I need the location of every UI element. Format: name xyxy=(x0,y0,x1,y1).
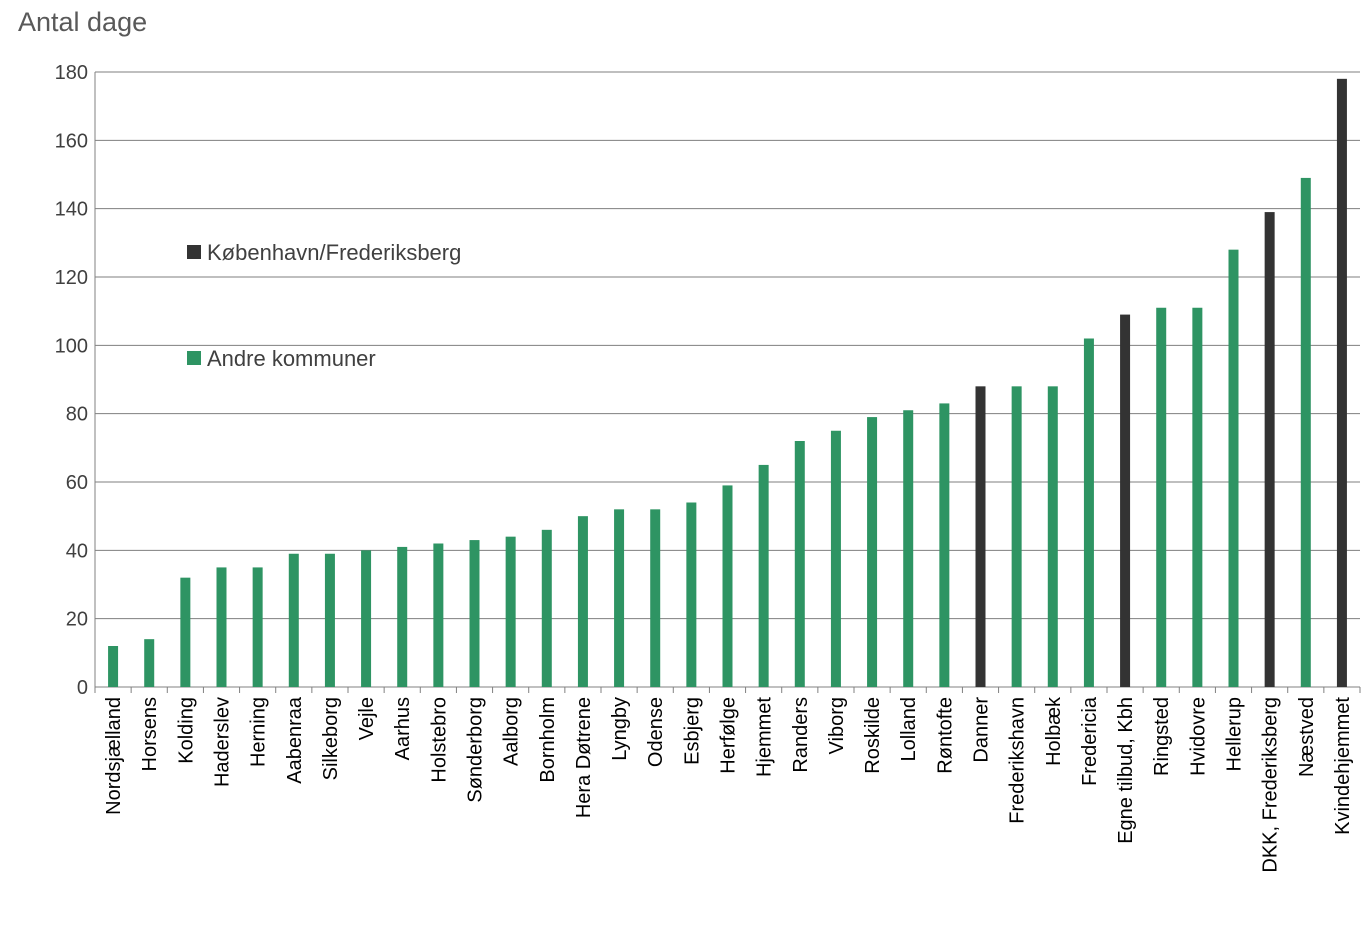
legend-label: Andre kommuner xyxy=(207,346,376,371)
x-tick-label: Holstebro xyxy=(428,697,450,783)
bar xyxy=(722,485,733,687)
x-tick-label: Herning xyxy=(248,697,270,767)
x-tick-label: Herfølge xyxy=(718,697,740,774)
y-tick-label: 20 xyxy=(66,609,88,631)
bar xyxy=(216,567,227,687)
legend: København/Frederiksberg Andre kommuner xyxy=(187,240,461,371)
x-tick-label: Fredericia xyxy=(1079,696,1101,786)
x-tick-label: Viborg xyxy=(826,697,848,754)
y-tick-label: 180 xyxy=(55,62,88,84)
y-tick-label: 140 xyxy=(55,199,88,221)
x-axis-ticks: Nordsjælland Horsens Kolding Haderslev Herni… xyxy=(103,696,1354,873)
bar xyxy=(397,546,408,687)
bar xyxy=(1083,338,1094,687)
y-tick-label: 160 xyxy=(55,130,88,152)
x-tick-label: Hellerup xyxy=(1224,697,1246,771)
x-tick-label: Kolding xyxy=(175,697,197,764)
x-tick-label: Esbjerg xyxy=(681,697,703,765)
y-tick-label: 100 xyxy=(55,335,88,357)
legend-label: København/Frederiksberg xyxy=(207,240,461,265)
bar xyxy=(758,464,769,687)
bar xyxy=(939,403,950,687)
x-tick-label: Horsens xyxy=(139,697,161,771)
y-tick-label: 60 xyxy=(66,472,88,494)
x-tick-label: DKK, Frederiksberg xyxy=(1260,697,1282,873)
bar xyxy=(541,529,552,687)
bar xyxy=(1228,249,1239,687)
x-tick-label: Hvidovre xyxy=(1187,697,1209,776)
y-axis-title: Antal dage xyxy=(18,7,148,37)
y-tick-label: 80 xyxy=(66,404,88,426)
x-tick-label: Hjemmet xyxy=(754,697,776,777)
y-axis-ticks: 0 20 40 60 80 100 120 140 160 180 xyxy=(55,62,88,699)
bar xyxy=(180,577,191,687)
x-tick-label: Bornholm xyxy=(537,697,559,783)
x-tick-label: Aalborg xyxy=(501,697,523,766)
bar xyxy=(903,410,914,687)
bar xyxy=(975,386,986,687)
legend-swatch xyxy=(187,245,201,259)
bar xyxy=(830,430,841,687)
x-tick-label: Hera Døtrene xyxy=(573,697,595,818)
bar xyxy=(1047,386,1058,687)
bar xyxy=(505,536,516,687)
x-tick-label: Næstved xyxy=(1296,697,1318,777)
x-tick-label: Randers xyxy=(790,697,812,773)
x-tick-label: Haderslev xyxy=(212,697,234,787)
y-tick-label: 40 xyxy=(66,540,88,562)
x-tick-label: Vejle xyxy=(356,697,378,740)
bar xyxy=(1192,307,1203,687)
bar xyxy=(324,553,335,687)
legend-swatch xyxy=(187,351,201,365)
y-tick-label: 0 xyxy=(77,677,88,699)
x-tick-label: Egne tilbud, Kbh xyxy=(1115,697,1137,844)
x-tick-label: Holbæk xyxy=(1043,696,1065,766)
x-tick-label: Lyngby xyxy=(609,697,631,761)
bar xyxy=(288,553,299,687)
bar xyxy=(577,516,588,687)
x-tick-label: Kvindehjemmet xyxy=(1332,697,1354,835)
y-tick-label: 120 xyxy=(55,267,88,289)
bar xyxy=(469,540,480,687)
bar xyxy=(252,567,263,687)
x-tick-label: Silkeborg xyxy=(320,697,342,780)
bar xyxy=(108,646,119,687)
bar xyxy=(1264,212,1275,688)
bar xyxy=(1336,78,1347,688)
bar xyxy=(614,509,625,687)
bar xyxy=(1156,307,1167,687)
x-tick-label: Ringsted xyxy=(1151,697,1173,776)
bar xyxy=(1011,386,1022,687)
bar xyxy=(794,441,805,687)
bar xyxy=(144,639,155,687)
bar xyxy=(433,543,444,687)
x-tick-label: Frederikshavn xyxy=(1007,697,1029,824)
x-tick-label: Aarhus xyxy=(392,697,414,760)
bar xyxy=(361,550,372,687)
x-tick-label: Sønderborg xyxy=(465,697,487,803)
bar xyxy=(686,502,697,687)
x-tick-label: Roskilde xyxy=(862,697,884,774)
bar xyxy=(650,509,661,687)
x-tick-label: Lolland xyxy=(898,697,920,762)
x-tick-label: Aabenraa xyxy=(284,696,306,784)
bar xyxy=(1300,177,1311,687)
bar xyxy=(867,417,878,687)
bars xyxy=(108,78,1347,688)
bar xyxy=(1120,314,1131,687)
x-tick-label: Danner xyxy=(971,697,993,763)
x-tick-label: Odense xyxy=(645,697,667,767)
x-tick-label: Nordsjælland xyxy=(103,697,125,815)
x-tick-label: Røntofte xyxy=(934,697,956,774)
